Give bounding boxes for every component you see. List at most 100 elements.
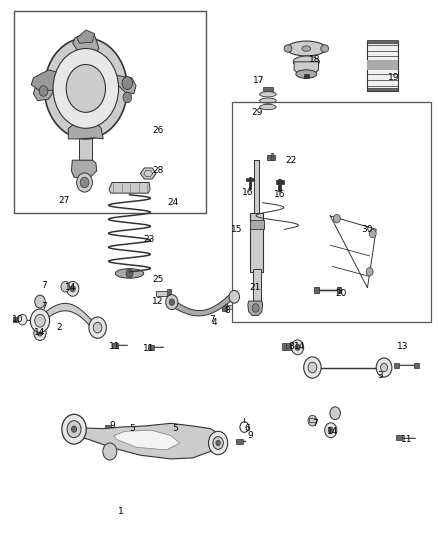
Circle shape	[39, 86, 48, 96]
Ellipse shape	[260, 98, 276, 103]
Bar	[337, 287, 341, 293]
Bar	[184, 433, 189, 437]
Bar	[276, 180, 284, 183]
Bar	[254, 160, 259, 216]
Polygon shape	[77, 30, 95, 43]
Bar	[314, 287, 318, 293]
Circle shape	[77, 173, 92, 192]
Ellipse shape	[284, 45, 292, 52]
Text: 4: 4	[212, 318, 217, 327]
Circle shape	[328, 427, 333, 433]
Circle shape	[66, 64, 106, 112]
Circle shape	[208, 431, 228, 455]
Polygon shape	[33, 83, 53, 101]
Bar	[367, 60, 398, 70]
Circle shape	[62, 414, 86, 444]
Circle shape	[381, 364, 388, 372]
Ellipse shape	[296, 70, 317, 78]
Text: 19: 19	[388, 73, 399, 82]
Circle shape	[70, 286, 75, 292]
Bar	[282, 343, 286, 350]
Text: 7: 7	[42, 280, 47, 289]
Text: 1: 1	[118, 506, 124, 515]
Circle shape	[123, 92, 132, 103]
Text: 8: 8	[225, 305, 231, 314]
Text: 11: 11	[401, 435, 413, 444]
Text: 2: 2	[57, 323, 63, 332]
Bar	[267, 155, 275, 160]
Ellipse shape	[293, 56, 319, 68]
Text: 15: 15	[231, 225, 242, 234]
Bar	[367, 88, 398, 91]
Circle shape	[169, 299, 174, 305]
Text: 27: 27	[58, 196, 70, 205]
Text: 18: 18	[309, 55, 321, 63]
Polygon shape	[294, 62, 318, 76]
Circle shape	[213, 437, 223, 449]
Polygon shape	[141, 168, 156, 179]
Circle shape	[53, 49, 119, 128]
Text: 20: 20	[336, 288, 347, 297]
Circle shape	[34, 326, 46, 341]
Bar	[105, 425, 111, 429]
Bar	[251, 213, 263, 272]
Circle shape	[89, 317, 106, 338]
Text: 10: 10	[12, 315, 24, 324]
Circle shape	[308, 415, 317, 426]
Circle shape	[330, 407, 340, 419]
Text: 22: 22	[286, 156, 297, 165]
Bar	[79, 138, 92, 160]
Polygon shape	[114, 75, 136, 94]
Bar	[232, 102, 431, 322]
Bar	[414, 363, 419, 368]
Bar	[143, 432, 148, 436]
Polygon shape	[31, 70, 60, 91]
Text: 8: 8	[289, 342, 294, 351]
Polygon shape	[71, 160, 97, 179]
Text: 11: 11	[109, 342, 120, 351]
Circle shape	[216, 440, 220, 446]
Bar	[367, 40, 398, 43]
Bar	[223, 305, 232, 309]
Bar	[246, 178, 254, 181]
Circle shape	[122, 77, 133, 90]
Bar	[286, 343, 290, 350]
Text: 16: 16	[273, 190, 285, 199]
Circle shape	[35, 295, 45, 308]
Text: 7: 7	[42, 302, 47, 311]
Circle shape	[37, 330, 42, 336]
Text: 25: 25	[152, 275, 163, 284]
Circle shape	[308, 362, 317, 373]
Circle shape	[166, 295, 178, 310]
Text: 16: 16	[242, 188, 253, 197]
Bar	[304, 74, 309, 78]
Bar	[394, 363, 399, 368]
Text: 13: 13	[397, 342, 408, 351]
Bar	[279, 179, 281, 191]
Polygon shape	[39, 303, 98, 335]
Circle shape	[376, 358, 392, 377]
Text: 5: 5	[173, 424, 178, 433]
Text: 9: 9	[247, 431, 253, 440]
Polygon shape	[73, 33, 99, 59]
Bar	[156, 291, 169, 296]
Bar	[13, 317, 19, 322]
Circle shape	[333, 214, 340, 223]
Text: 23: 23	[144, 236, 155, 245]
Text: 28: 28	[152, 166, 163, 175]
Circle shape	[291, 340, 304, 355]
Circle shape	[325, 423, 337, 438]
Circle shape	[229, 290, 240, 303]
Circle shape	[126, 269, 133, 278]
Polygon shape	[109, 182, 150, 193]
Bar	[14, 11, 206, 213]
Bar	[250, 220, 264, 229]
Bar	[172, 433, 177, 437]
Text: 30: 30	[362, 225, 373, 234]
Text: 29: 29	[252, 108, 263, 117]
Ellipse shape	[302, 46, 311, 51]
Circle shape	[93, 322, 102, 333]
Circle shape	[30, 309, 49, 333]
Polygon shape	[68, 120, 103, 139]
Text: 21: 21	[249, 283, 261, 292]
